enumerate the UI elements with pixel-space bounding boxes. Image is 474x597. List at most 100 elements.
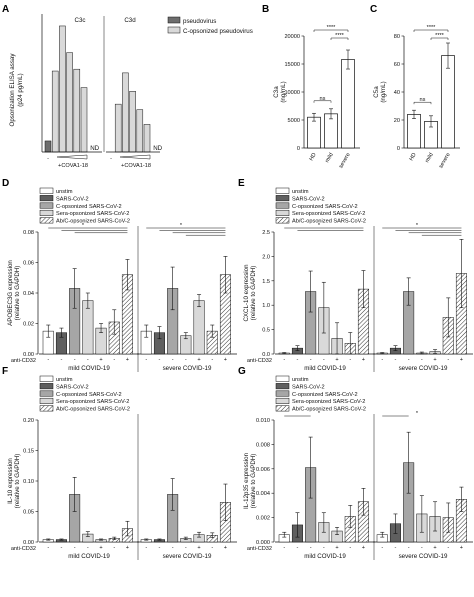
legend-swatch [39,202,54,209]
anti-cd32-sign: + [362,545,365,551]
sig-label: **** [335,33,345,39]
gradient-wedge [56,154,88,160]
y-axis-label: APOBEC3G expression [7,260,14,326]
x-tick-label: HD [308,152,317,162]
legend-label: Sera-opsonized SARS-CoV-2 [56,399,129,405]
sig-bracket [313,100,332,103]
legend-swatch [275,202,290,209]
anti-cd32-sign: - [323,357,325,363]
x-tick-label: severe [338,152,352,170]
sig-label: * [180,223,183,229]
y-tick-label: 0.15 [23,449,34,455]
x-tick-label: mild [424,152,434,164]
anti-cd32-sign: - [47,545,49,551]
legend-swatch [275,383,290,390]
anti-cd32-sign: - [172,545,174,551]
panel-c-chart: 0 20 40 60 80 C5a (ng/mL) HD mild severe ns **** ***… [373,25,460,170]
sig-label: * [318,223,321,229]
x-label-minus: - [47,156,49,162]
panel-a-chart: Opsonization ELISA assay (p24 pg/mL) C3c C3… [9,14,253,169]
y-tick-label: 0.00 [23,352,34,358]
sig-label: * [82,223,85,229]
anti-cd32-sign: - [408,545,410,551]
y-axis-label-unit: (relative to GAPDH) [14,454,21,509]
bar [193,300,205,355]
y-tick-label: 0 [397,146,400,152]
legend-label: unstim [56,377,73,383]
panel-label-c: C [370,4,377,15]
y-axis-label: CXCL-10 expression [243,264,250,322]
anti-cd32-label: anti-CD32 [247,546,272,552]
y-axis-label: IL-12p35 expression [243,452,250,509]
anti-cd32-sign: + [335,545,338,551]
y-axis-label: IL-10 expression [7,458,14,504]
anti-cd32-sign: - [145,545,147,551]
y-axis-label: C3a [273,86,280,98]
legend-swatch [39,390,54,397]
y-tick-label: 2.0 [262,254,270,260]
legend-swatch [275,217,290,224]
anti-cd32-sign: - [185,357,187,363]
bar [44,140,52,153]
anti-cd32-sign: - [310,357,312,363]
anti-cd32-sign: - [283,545,285,551]
y-tick-label: 60 [394,62,400,68]
panel-label-d: D [2,178,9,189]
anti-cd32-sign: - [113,545,115,551]
sig-bracket [413,29,449,32]
anti-cd32-sign: - [323,545,325,551]
sig-label: **** [435,33,445,39]
y-tick-label: 0.004 [256,491,270,497]
panel-label-f: F [2,366,8,377]
legend-swatch-opsonized [167,26,181,34]
anti-cd32-sign: - [185,545,187,551]
x-tick-label: mild [324,152,334,164]
y-tick-label: 20000 [284,34,300,40]
anti-cd32-sign: - [159,545,161,551]
legend-label: Sera-opsonized SARS-CoV-2 [292,399,365,405]
legend-swatch [275,187,290,194]
legend-swatch [39,187,54,194]
y-axis-label-unit: (relative to GAPDH) [250,266,257,321]
legend-swatch [39,375,54,382]
sig-label: ns [420,97,426,103]
group-title-c3d: C3d [124,17,136,24]
group-label: severe COVID-19 [163,553,212,560]
anti-cd32-sign: - [421,357,423,363]
anti-cd32-sign: - [211,545,213,551]
anti-cd32-sign: - [349,545,351,551]
y-tick-label: 0.006 [256,467,270,473]
legend-swatch [39,195,54,202]
group-label: mild COVID-19 [304,553,346,560]
bar [441,55,455,149]
legend-swatch [39,383,54,390]
y-tick-label: 0.20 [23,418,34,424]
group-title-c3c: C3c [74,17,85,24]
bar [66,52,73,153]
y-tick-label: 0.00 [23,540,34,546]
nd-label: ND [153,145,162,152]
anti-cd32-sign: + [224,357,227,363]
anti-cd32-sign: - [349,357,351,363]
legend-label: C-opsonized SARS-CoV-2 [56,392,122,398]
anti-cd32-sign: - [283,357,285,363]
y-tick-label: 15000 [284,62,300,68]
group-label: severe COVID-19 [399,365,448,372]
sig-bracket [430,37,449,40]
bar [82,300,94,355]
legend-swatch [275,390,290,397]
bar [80,87,88,153]
x-tick-label: severe [438,152,452,170]
legend-swatch [275,397,290,404]
panel-label-e: E [238,178,245,189]
bar [307,116,321,149]
y-tick-label: 0.000 [256,540,270,546]
y-axis-label-unit: (relative to GAPDH) [14,266,21,321]
bar [73,68,81,153]
y-tick-label: 5000 [288,118,300,124]
legend-label: Sera-opsonized SARS-CoV-2 [292,211,365,217]
y-tick-label: 40 [394,90,400,96]
anti-cd32-sign: - [310,545,312,551]
anti-cd32-sign: - [87,545,89,551]
